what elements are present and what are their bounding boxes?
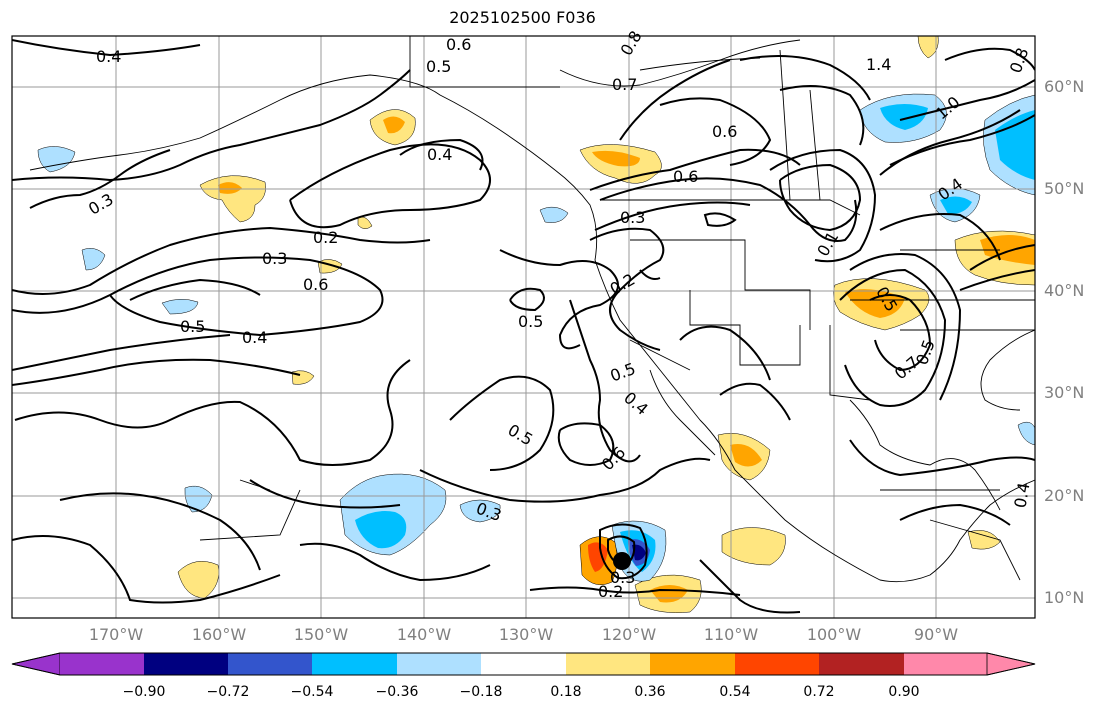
colorbar-segment [735, 653, 819, 675]
lon-label: 130°W [498, 625, 554, 644]
contour-label: 0.7 [612, 75, 637, 94]
shade-pos-mid [592, 150, 640, 167]
contour-label: 0.3 [610, 568, 635, 587]
shade-neg-mid [355, 511, 407, 549]
shade-neg-light [1017, 421, 1035, 446]
shade-neg-light [81, 248, 106, 271]
contour-label: 0.3 [85, 189, 117, 218]
colorbar-outline [11, 652, 1036, 676]
shade-neg-light [184, 485, 213, 513]
shade-pos-light [917, 36, 939, 59]
lon-label: 140°W [396, 625, 452, 644]
contour-label: 0.8 [616, 27, 645, 59]
colorbar-tick-label: 0.54 [719, 684, 751, 700]
lon-label: 120°W [601, 625, 657, 644]
shade-pos-mid [218, 182, 242, 194]
shade-pos-light [177, 561, 219, 599]
colorbar-segment [904, 653, 987, 675]
colorbar-segment [397, 653, 481, 675]
lat-label: 30°N [1044, 383, 1085, 402]
shade-pos-light [357, 216, 373, 229]
lat-label: 50°N [1044, 179, 1085, 198]
contour-label: 0.4 [242, 328, 267, 347]
lon-label: 170°W [88, 625, 144, 644]
shade-neg-mid [880, 104, 928, 130]
lon-label: 150°W [293, 625, 349, 644]
contour-label: 0.5 [912, 337, 939, 367]
shade-neg-mid [940, 196, 972, 215]
colorbar [11, 652, 1036, 676]
colorbar-tick-label: 0.36 [634, 684, 666, 700]
contour-label: 0.5 [180, 317, 205, 336]
lon-label: 100°W [806, 625, 862, 644]
shade-pos-strong [588, 542, 608, 572]
contour-label: 0.3 [262, 249, 287, 268]
contour-label: 0.3 [620, 208, 645, 227]
colorbar-segment [650, 653, 735, 675]
contour-label: 0.5 [518, 312, 543, 331]
colorbar-segment [819, 653, 904, 675]
lat-label: 10°N [1044, 588, 1085, 607]
lon-label: 160°W [191, 625, 247, 644]
colorbar-tick-label: −0.18 [459, 684, 503, 700]
shade-pos-light [967, 530, 1001, 550]
map-title: 2025102500 F036 [449, 8, 596, 27]
colorbar-segment [312, 653, 397, 675]
contour-label: 1.4 [866, 55, 891, 74]
contour-lines [12, 39, 1035, 614]
contour-label: 0.2 [313, 228, 338, 247]
colorbar-tick-label: −0.36 [375, 684, 419, 700]
shade-pos-light [199, 175, 266, 223]
contour-label: 0.6 [446, 35, 471, 54]
colorbar-segment [228, 653, 312, 675]
contour-label: 0.2 [607, 270, 639, 299]
colorbar-tick-label: 0.72 [803, 684, 835, 700]
contour-label: 0.5 [426, 57, 451, 76]
shade-neg-max [632, 544, 646, 561]
shade-neg-light [161, 299, 199, 315]
colorbar-tick-label: 0.90 [888, 684, 920, 700]
colorbar-segment [144, 653, 228, 675]
contour-label: 0.6 [303, 275, 328, 294]
colorbar-segment [566, 653, 650, 675]
contour-label: 0.4 [96, 47, 121, 66]
shade-neg-mid [995, 110, 1035, 180]
map-frame [11, 35, 1036, 619]
colorbar-extend-high [986, 652, 1036, 676]
shade-pos-mid [383, 116, 405, 134]
shade-pos-mid [845, 289, 905, 318]
shade-neg-light [37, 146, 76, 173]
colorbar-tick-label: −0.54 [290, 684, 334, 700]
lon-label: 110°W [703, 625, 759, 644]
shade-pos-mid [730, 444, 762, 467]
contour-label: 0.5 [505, 420, 537, 449]
graticule [12, 36, 1035, 618]
colorbar-segment [481, 653, 566, 675]
contour-label: 0.4 [427, 145, 452, 164]
lat-label: 20°N [1044, 486, 1085, 505]
shade-neg-light [459, 499, 501, 523]
colorbar-tick-label: −0.90 [122, 684, 166, 700]
contour-label: 0.5 [608, 359, 638, 386]
storm-center-marker [613, 552, 631, 570]
contour-label: 0.6 [712, 122, 737, 141]
contour-label: 0.2 [598, 582, 623, 601]
colorbar-extend-low [11, 652, 61, 676]
shade-neg-light [539, 206, 569, 223]
lat-label: 60°N [1044, 77, 1085, 96]
coastlines [29, 36, 1035, 583]
shade-pos-light [291, 370, 315, 385]
lat-label: 40°N [1044, 281, 1085, 300]
shade-pos-light [721, 527, 786, 566]
contour-label: 0.4 [1010, 481, 1033, 509]
contour-label: 0.6 [673, 167, 698, 186]
colorbar-tick-label: −0.72 [206, 684, 250, 700]
colorbar-tick-label: 0.18 [550, 684, 582, 700]
contour-label: 0.6 [598, 443, 629, 474]
lon-label: 90°W [913, 625, 959, 644]
colorbar-segment [60, 653, 144, 675]
